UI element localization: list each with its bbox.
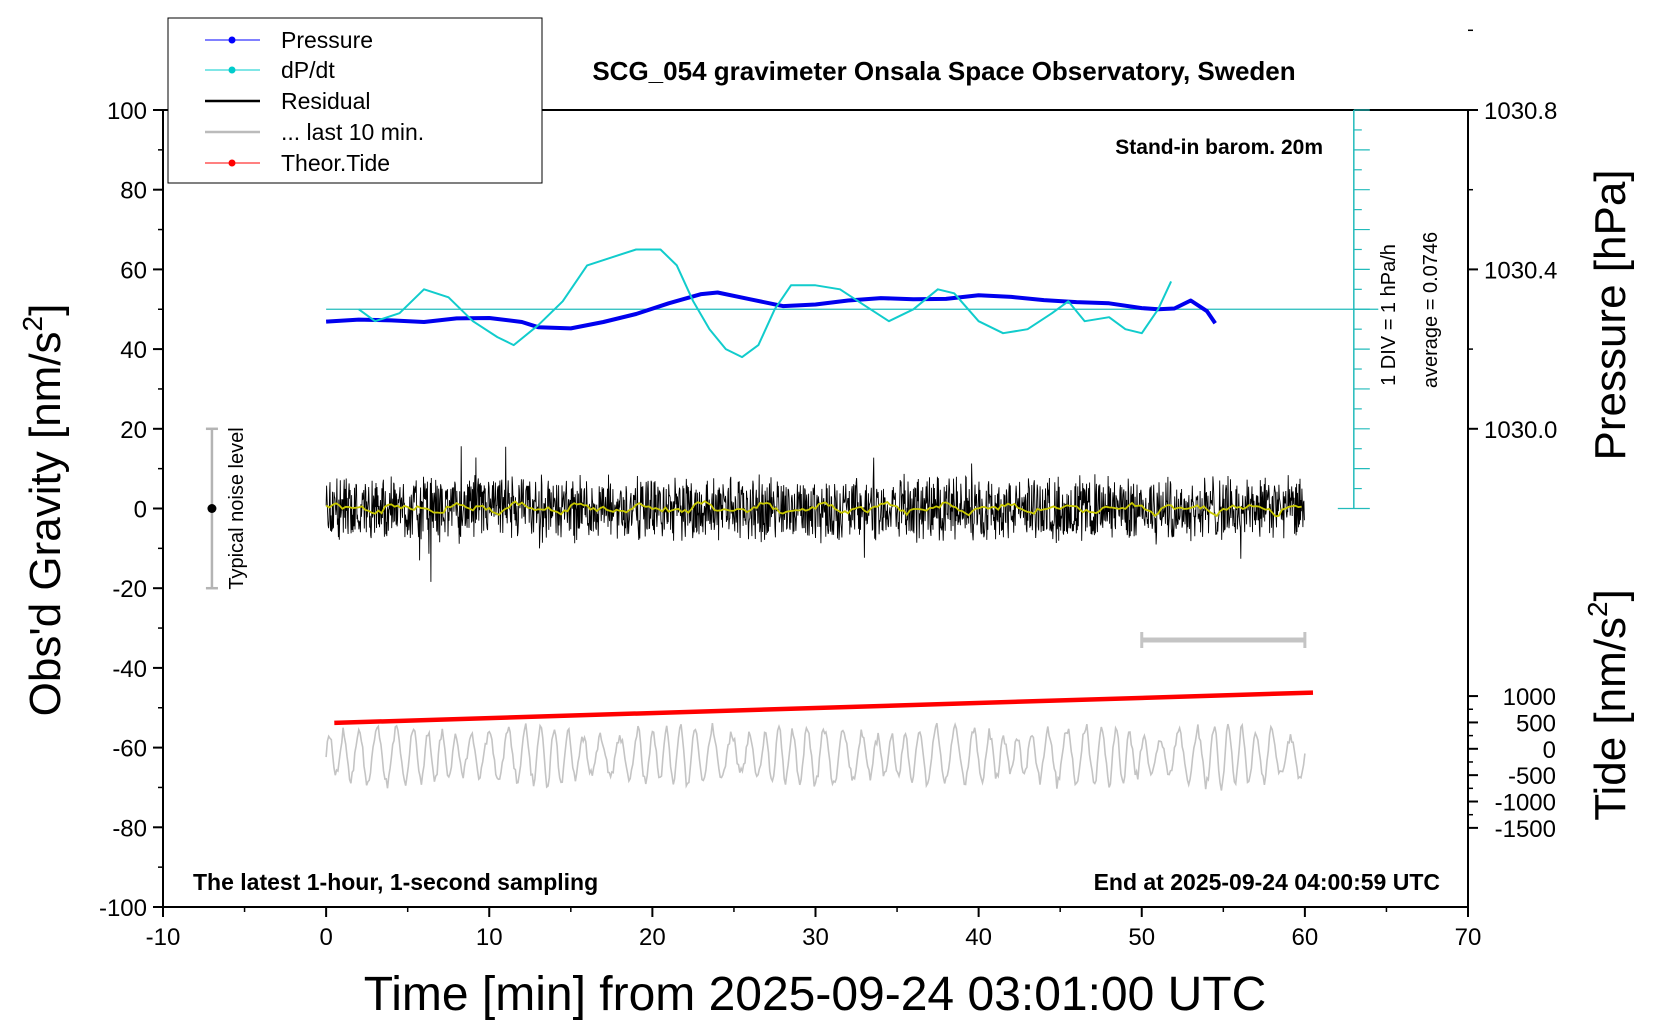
x-tick-label: 10 xyxy=(476,924,503,951)
noise-level-center-dot xyxy=(207,504,217,513)
y-axis-ticks: -100 -80 -60 -40 -20 0 20 40 60 80 100 xyxy=(99,98,163,922)
y-tick-label: -40 xyxy=(112,656,147,683)
tide-tick-label: 1000 xyxy=(1503,684,1556,711)
y-tick-label: -60 xyxy=(112,736,147,763)
legend-dp-dt-label: dP/dt xyxy=(281,57,335,83)
y-tick-label: 100 xyxy=(107,98,147,125)
y-tick-label: 20 xyxy=(120,417,147,444)
y-axis-title-tide-tail: ] xyxy=(1586,589,1635,601)
y-tick-label: 0 xyxy=(134,497,147,524)
legend-residual-label: Residual xyxy=(281,88,371,114)
x-tick-label: 70 xyxy=(1455,924,1482,951)
y-tick-label: -100 xyxy=(99,895,147,922)
tide-tick-label: -500 xyxy=(1508,763,1556,790)
y-axis-title-left-main: Obs'd Gravity [nm/s xyxy=(21,331,70,716)
residual-smoothed-line xyxy=(325,500,1302,518)
y-tick-label: 60 xyxy=(120,257,147,284)
residual-line xyxy=(325,446,1305,582)
legend-pressure-marker xyxy=(228,36,236,44)
dpdt-average-note: average = 0.0746 xyxy=(1420,232,1442,388)
tide-tick-label: 0 xyxy=(1543,737,1556,764)
y-axis-title-pressure: Pressure [hPa] xyxy=(1586,169,1635,460)
x-tick-label: 20 xyxy=(639,924,666,951)
y-tick-label: -20 xyxy=(112,576,147,603)
noise-level-marker: Typical noise level xyxy=(205,427,248,590)
pressure-tick-label: 1030.0 xyxy=(1484,417,1557,444)
y-axis-title-left: Obs'd Gravity [nm/s2] xyxy=(17,304,70,717)
pressure-tick-label: 1030.8 xyxy=(1484,98,1557,125)
legend-theor-tide-marker xyxy=(228,159,236,167)
legend: Pressure dP/dt Residual ... last 10 min. The… xyxy=(167,17,543,184)
series-pressure-line xyxy=(325,290,1217,331)
pressure-tick-label: 1030.4 xyxy=(1484,257,1557,284)
y-axis-title-tide: Tide [nm/s2] xyxy=(1582,589,1635,821)
y-tick-label: 40 xyxy=(120,337,147,364)
legend-items: Pressure dP/dt Residual ... last 10 min. The… xyxy=(205,27,424,176)
noise-level-label: Typical noise level xyxy=(226,427,248,589)
x-tick-label: 50 xyxy=(1128,924,1155,951)
x-axis-title: Time [min] from 2025-09-24 03:01:00 UTC xyxy=(364,968,1267,1020)
legend-pressure-label: Pressure xyxy=(281,27,373,53)
tide-tick-label: 500 xyxy=(1516,710,1556,737)
tide-tick-label: -1500 xyxy=(1495,816,1556,843)
x-tick-label: 60 xyxy=(1292,924,1319,951)
x-axis-ticks: -10 0 10 20 30 40 50 60 70 xyxy=(146,907,1482,951)
bottom-left-note: The latest 1-hour, 1-second sampling xyxy=(193,869,598,895)
y-tick-label: 80 xyxy=(120,178,147,205)
y-axis-title-left-tail: ] xyxy=(21,304,70,316)
legend-theor-tide-label: Theor.Tide xyxy=(281,150,390,176)
series-dp-dt-line xyxy=(358,248,1173,359)
y-tick-label: -80 xyxy=(112,815,147,842)
series-layer xyxy=(325,248,1314,791)
x-tick-label: 30 xyxy=(802,924,829,951)
x-tick-label: -10 xyxy=(146,924,181,951)
chart-title: SCG_054 gravimeter Onsala Space Observat… xyxy=(592,56,1295,86)
y-axis-title-tide-main: Tide [nm/s xyxy=(1586,617,1635,821)
tide-tick-label: -1000 xyxy=(1495,790,1556,817)
series-theor-tide-line xyxy=(334,690,1314,726)
barometer-note: Stand-in barom. 20m xyxy=(1115,136,1323,159)
x-tick-label: 40 xyxy=(965,924,992,951)
bottom-right-note: End at 2025-09-24 04:00:59 UTC xyxy=(1094,869,1440,895)
legend-dp-dt-marker xyxy=(228,66,236,74)
y-axis-title-left-sup: 2 xyxy=(17,316,48,332)
last-10-min-line xyxy=(325,722,1306,791)
legend-last-min-label: ... last 10 min. xyxy=(281,119,424,145)
dpdt-scale-note: 1 DIV = 1 hPa/h xyxy=(1378,244,1400,386)
y-axis-title-tide-sup: 2 xyxy=(1582,601,1613,617)
x-tick-label: 0 xyxy=(319,924,332,951)
